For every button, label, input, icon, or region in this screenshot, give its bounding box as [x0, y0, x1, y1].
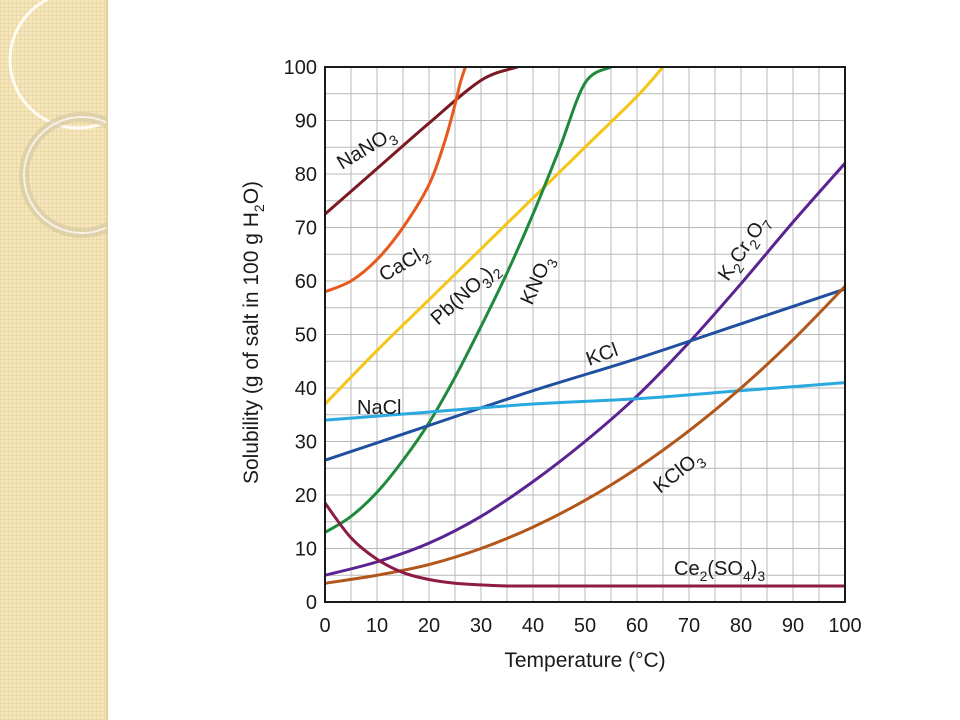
- x-tick-label: 60: [626, 615, 648, 637]
- y-tick-label: 50: [295, 325, 317, 347]
- curve-label-ce2-so4-3: Ce2(SO4)3: [674, 558, 765, 584]
- curve-label-cacl2: CaCl2: [376, 241, 434, 290]
- y-tick-label: 90: [295, 111, 317, 133]
- series-line-nacl: [325, 381, 845, 422]
- plot-frame: [324, 66, 846, 603]
- y-tick-label: 10: [295, 539, 317, 561]
- curve-label-nacl: NaCl: [357, 397, 401, 419]
- curve-label-part: NaNO: [333, 127, 392, 174]
- y-axis-label-part: Solubility (g of salt in 100 g H: [240, 212, 263, 484]
- y-axis-label-subscript: 2: [251, 204, 267, 212]
- x-tick-label: 20: [418, 615, 440, 637]
- curve-label-nano3: NaNO3: [333, 123, 401, 178]
- y-tick-label: 20: [295, 485, 317, 507]
- series-line-kno3: [325, 67, 613, 534]
- series-line-pb-no3-2: [325, 67, 665, 406]
- series-line-kcl: [325, 287, 845, 462]
- series-line-k2cr2o7: [325, 161, 845, 577]
- x-tick-label: 70: [678, 615, 700, 637]
- x-tick-label: 80: [730, 615, 752, 637]
- chart-grid: [325, 67, 845, 602]
- y-axis-label: Solubility (g of salt in 100 g H2O): [240, 181, 267, 484]
- x-axis-label: Temperature (°C): [504, 649, 665, 672]
- curve-label-part: Ce: [674, 558, 700, 580]
- series-line-nano3: [325, 67, 519, 216]
- x-tick-label: 0: [319, 615, 330, 637]
- curve-label-subscript: 4: [743, 568, 751, 584]
- series-line-ce2-so4-3: [325, 501, 845, 588]
- y-tick-label: 100: [284, 57, 317, 79]
- y-tick-label: 30: [295, 432, 317, 454]
- curve-label-part: (SO: [707, 558, 743, 580]
- x-tick-label: 90: [782, 615, 804, 637]
- chart-ticks: 0 10 20 30 40 50 60 70 80 90 100 0 10 20 30 40 50 60 70 80 9…: [284, 57, 862, 637]
- y-axis-label-part: O): [240, 181, 263, 204]
- curve-label-part: ): [751, 558, 758, 580]
- x-tick-label: 100: [828, 615, 861, 637]
- curve-label-pb-no3-2: Pb(NO3)2: [427, 257, 507, 332]
- x-tick-label: 50: [574, 615, 596, 637]
- x-tick-label: 40: [522, 615, 544, 637]
- curve-label-part: NaCl: [357, 397, 401, 419]
- y-tick-label: 80: [295, 164, 317, 186]
- x-tick-label: 30: [470, 615, 492, 637]
- series-line-cacl2: [325, 67, 467, 294]
- decorative-sidebar: [0, 0, 108, 720]
- x-tick-label: 10: [366, 615, 388, 637]
- curve-label-subscript: 2: [700, 568, 708, 584]
- series-line-kclo3: [325, 284, 845, 585]
- curve-label-subscript: 3: [757, 568, 765, 584]
- decorative-circles: [8, 0, 106, 238]
- y-tick-label: 60: [295, 271, 317, 293]
- y-tick-label: 40: [295, 378, 317, 400]
- y-tick-label: 70: [295, 218, 317, 240]
- chart-series: [325, 67, 845, 588]
- y-tick-label: 0: [306, 592, 317, 614]
